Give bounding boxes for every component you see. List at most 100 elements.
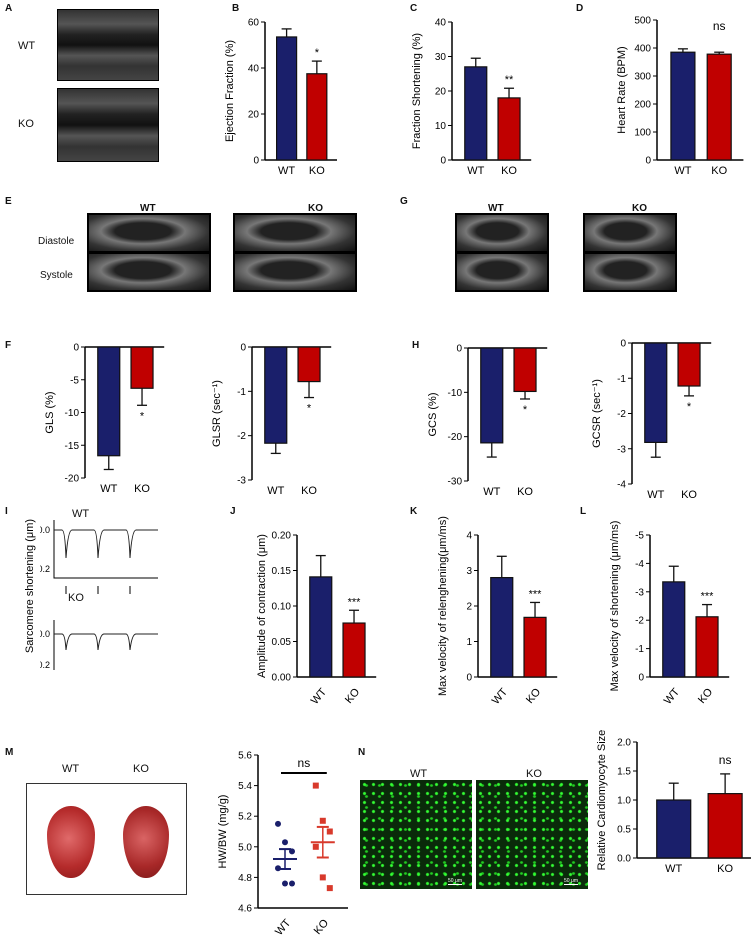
y-tick-label: 4.8 <box>238 873 252 884</box>
i-ko-label: KO <box>68 592 84 604</box>
y-tick-label: -20 <box>448 432 463 443</box>
bar-ko <box>513 347 537 393</box>
x-tick-label-wt: WT <box>467 165 484 177</box>
y-tick-label: 0 <box>240 343 246 354</box>
data-point-wt <box>282 839 288 846</box>
a-wt-label: WT <box>18 40 36 52</box>
bar-ko <box>130 346 154 389</box>
bar-wt <box>656 799 692 859</box>
x-tick-label-ko: KO <box>681 489 697 501</box>
n-wt-label: WT <box>410 768 428 780</box>
x-tick-label-wt: WT <box>309 686 329 707</box>
x-tick-label-wt: WT <box>483 486 500 498</box>
x-tick-label-ko: KO <box>524 686 544 706</box>
y-tick-label: -1 <box>237 387 246 398</box>
data-point-ko <box>312 843 319 850</box>
m-wt-label: WT <box>62 763 80 775</box>
bar-ko <box>695 616 719 678</box>
significance-label: *** <box>529 588 543 600</box>
bar-ko <box>306 73 328 161</box>
bar-wt <box>276 36 298 161</box>
panel-label-a: A <box>5 3 13 14</box>
data-point-wt <box>289 880 295 887</box>
x-tick-label-ko: KO <box>717 863 733 875</box>
y-tick-label: 5.6 <box>238 751 252 762</box>
significance-label: *** <box>348 596 362 608</box>
y-axis-label: GCSR (sec⁻¹) <box>591 379 603 448</box>
y-tick-label: 20 <box>248 110 260 121</box>
chart-j: 0.00 0.05 0.10 0.15 0.20 Amplitude of contrac… <box>256 531 377 707</box>
bar-wt <box>464 66 488 161</box>
panel-label-b: B <box>232 3 240 14</box>
y-tick-label: 0 <box>645 156 651 167</box>
mmode-image-ko <box>57 88 159 162</box>
panel-label-k: K <box>410 506 418 517</box>
y-tick-label: -10 <box>65 408 80 419</box>
scale-bar-ko: 50 μm <box>564 878 578 885</box>
panel-label-i: I <box>5 506 8 517</box>
y-tick-label: 0.00 <box>272 673 292 684</box>
chart-l: 0 -1 -2 -3 -4 -5 Max velocity of shortening (μ… <box>609 521 730 707</box>
i-wt-label: WT <box>72 508 90 520</box>
y-tick-label: 0 <box>456 344 462 355</box>
x-tick-label-wt: WT <box>278 165 295 177</box>
y-tick-label: 5.4 <box>238 781 252 792</box>
heart-photo <box>26 783 187 895</box>
y-tick-label: 0.0 <box>617 854 631 865</box>
i-wt-tick-02: 0.2 <box>40 564 50 574</box>
significance-label: ns <box>719 753 732 767</box>
y-axis-label: GLSR (sec⁻¹) <box>211 380 223 447</box>
significance-label: * <box>687 401 692 413</box>
x-tick-label-wt: WT <box>490 686 510 707</box>
y-tick-label: -4 <box>617 480 626 491</box>
wga-image-ko: 50 μm <box>476 780 588 889</box>
i-ko-tick-0: 0.0 <box>40 629 50 639</box>
y-tick-label: -1 <box>635 644 644 655</box>
short-axis-image-ko-systole <box>583 252 677 292</box>
bar-wt <box>264 346 288 444</box>
y-tick-label: -30 <box>448 477 463 488</box>
bar-wt <box>480 347 504 444</box>
chart-f1: -20 -15 -10 -5 0 GLS (%) WT KO * <box>44 343 165 495</box>
i-wt-axis <box>53 520 158 579</box>
y-tick-label: -3 <box>617 444 626 455</box>
y-tick-label: -15 <box>65 441 80 452</box>
panel-label-h: H <box>412 340 420 351</box>
x-tick-label-wt: WT <box>662 686 682 707</box>
significance-label: ** <box>505 74 514 86</box>
x-tick-label-ko: KO <box>517 486 533 498</box>
short-axis-image-ko-diastole <box>583 213 677 253</box>
bar-ko <box>497 97 521 161</box>
wga-image-wt: 50 μm <box>360 780 472 889</box>
bar-ko <box>707 793 743 859</box>
bar-ko <box>523 616 547 678</box>
significance-label: ns <box>298 756 311 770</box>
y-tick-label: 5.0 <box>238 842 252 853</box>
significance-label: *** <box>701 591 715 603</box>
y-tick-label: -4 <box>635 559 644 570</box>
chart-c: 0 10 20 30 40 Fraction Shortening (%) WT KO ** <box>411 18 532 177</box>
chart-b: 0 20 40 60 Ejection Fraction (%) WT KO * <box>224 18 337 177</box>
panel-label-c: C <box>410 3 418 14</box>
stimulus-arrows <box>65 586 131 594</box>
data-point-ko <box>326 885 333 892</box>
panel-label-g: G <box>400 196 408 207</box>
e-ko-heading: KO <box>308 203 323 214</box>
y-tick-label: 400 <box>634 44 651 55</box>
y-axis-label: Ejection Fraction (%) <box>224 40 236 142</box>
e-systole-label: Systole <box>40 270 73 281</box>
data-point-wt <box>275 820 281 827</box>
chart-f2: -3 -2 -1 0 GLSR (sec⁻¹) WT KO * <box>211 343 332 497</box>
y-tick-label: 60 <box>248 18 260 29</box>
significance-label: * <box>140 410 145 422</box>
y-tick-label: -3 <box>237 476 246 487</box>
i-wt-trace <box>54 529 158 559</box>
x-tick-label-wt: WT <box>267 485 284 497</box>
sarcomere-traces: 0.0 0.2 0.0 0.2 <box>40 520 158 670</box>
panel-label-f: F <box>5 340 12 351</box>
short-axis-image-wt-diastole <box>455 213 549 253</box>
x-tick-label-ko: KO <box>501 165 517 177</box>
y-tick-label: 0.15 <box>272 566 292 577</box>
x-tick-label-ko: KO <box>696 686 716 706</box>
chart-m: 4.6 4.8 5.0 5.2 5.4 5.6 HW/BW (mg/g) WT KO ns <box>217 751 348 938</box>
